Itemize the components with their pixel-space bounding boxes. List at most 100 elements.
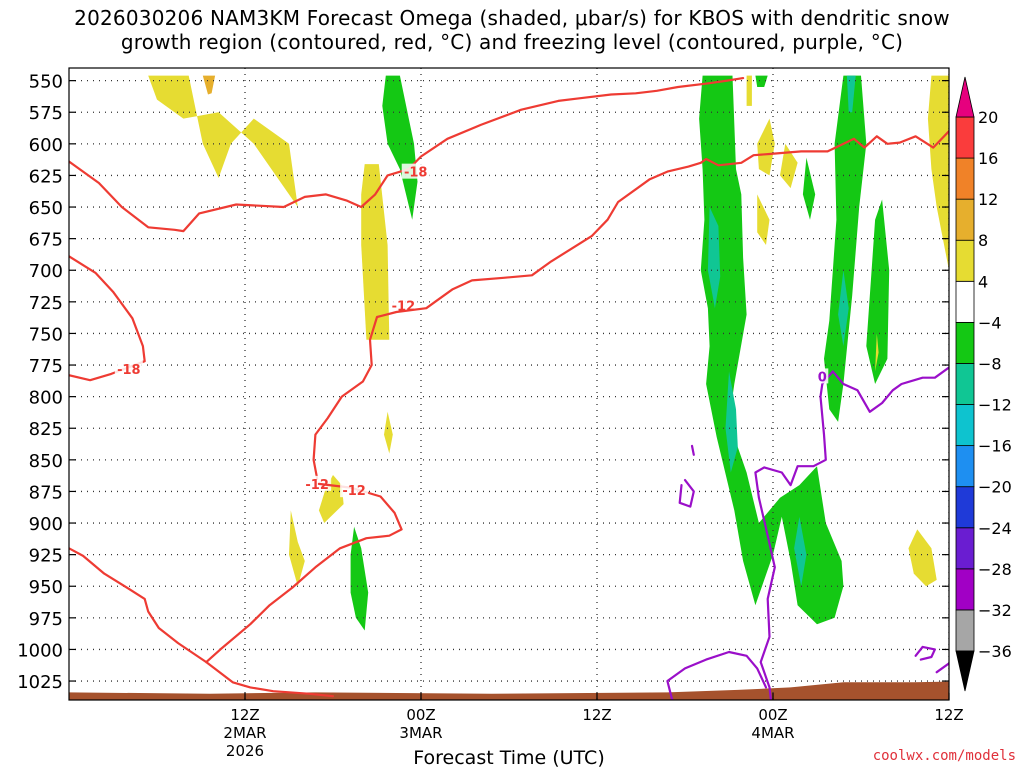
surface-ground bbox=[69, 681, 949, 700]
x-tick-label-6-0: 12Z bbox=[230, 706, 259, 724]
credit-text: coolwx.com/models bbox=[872, 748, 1016, 764]
omega-region-18 bbox=[757, 118, 775, 176]
y-tick-label-825: 825 bbox=[29, 419, 63, 440]
dgz-contour-label-bg-4 bbox=[340, 482, 369, 498]
colorbar-seg-4 bbox=[955, 445, 975, 488]
x-tick-label-6-2: 2026 bbox=[226, 742, 264, 760]
colorbar-seg-7 bbox=[955, 321, 975, 364]
colorbar-label-12: 12 bbox=[978, 190, 998, 209]
omega-region-23 bbox=[927, 75, 949, 271]
omega-region-11 bbox=[802, 157, 816, 220]
y-tick-label-550: 550 bbox=[29, 72, 63, 93]
omega-region-2 bbox=[361, 164, 390, 340]
omega-region-4 bbox=[289, 510, 305, 587]
omega-region-22 bbox=[875, 333, 879, 372]
colorbar-seg-5 bbox=[955, 404, 975, 447]
x-tick-label-36-1: 4MAR bbox=[751, 724, 794, 742]
y-tick-label-875: 875 bbox=[29, 482, 63, 503]
colorbar-label-20: 20 bbox=[978, 108, 998, 127]
y-tick-label-900: 900 bbox=[29, 514, 63, 535]
omega-region-3 bbox=[384, 411, 393, 454]
colorbar-seg-8 bbox=[955, 280, 975, 323]
colorbar-seg-1 bbox=[955, 568, 975, 611]
y-tick-label-650: 650 bbox=[29, 198, 63, 219]
omega-region-8 bbox=[699, 75, 844, 625]
dgz-contour-2 bbox=[69, 547, 335, 698]
dgz-contour-0 bbox=[69, 76, 745, 233]
surface-ground-layer bbox=[69, 681, 949, 700]
colorbar-seg-12 bbox=[955, 116, 975, 159]
y-tick-label-600: 600 bbox=[29, 135, 63, 156]
colorbar-bottom-triangle bbox=[955, 650, 975, 692]
y-tick-label-800: 800 bbox=[29, 388, 63, 409]
freezing-level-contour-layer: 0 bbox=[666, 366, 949, 700]
omega-region-13 bbox=[707, 207, 721, 309]
y-tick-label-1025: 1025 bbox=[17, 672, 63, 693]
y-tick-label-950: 950 bbox=[29, 577, 63, 598]
dgz-contour-label-4: -12 bbox=[342, 484, 366, 499]
x-tick-label-36-0: 00Z bbox=[758, 706, 787, 724]
colorbar-seg-0 bbox=[955, 609, 975, 652]
colorbar-label--8: −8 bbox=[978, 354, 1002, 373]
colorbar-label--20: −20 bbox=[978, 478, 1012, 497]
colorbar-label--16: −16 bbox=[978, 437, 1012, 456]
x-tick-label-6-1: 2MAR bbox=[223, 724, 266, 742]
omega-region-1 bbox=[202, 75, 216, 95]
dgz-contour-label-0: -18 bbox=[404, 166, 428, 181]
x-tick-label-46-0: 12Z bbox=[934, 706, 963, 724]
omega-region-21 bbox=[746, 75, 752, 106]
dgz-contour-label-bg-0 bbox=[401, 163, 430, 179]
omega-region-20 bbox=[780, 143, 798, 189]
colorbar-label-4: 4 bbox=[978, 272, 988, 291]
colorbar-seg-2 bbox=[955, 527, 975, 570]
y-tick-label-700: 700 bbox=[29, 261, 63, 282]
dgz-contour-label-bg-3 bbox=[303, 475, 332, 491]
plot-frame bbox=[68, 67, 950, 701]
x-tick-label-16-0: 00Z bbox=[406, 706, 435, 724]
omega-region-9 bbox=[755, 75, 768, 87]
omega-region-15 bbox=[794, 516, 807, 587]
colorbar-seg-11 bbox=[955, 157, 975, 200]
colorbar-label--28: −28 bbox=[978, 560, 1012, 579]
colorbar-label--36: −36 bbox=[978, 642, 1012, 661]
y-tick-label-925: 925 bbox=[29, 546, 63, 567]
freezing-level-contour-3 bbox=[690, 444, 695, 456]
y-axis: 550 575 600 625 650 675 700 725 750 775 800 825 850 8… bbox=[17, 72, 949, 693]
y-tick-label-725: 725 bbox=[29, 293, 63, 314]
dgz-contour-4 bbox=[205, 482, 403, 664]
freezing-level-contour-label-0: 0 bbox=[818, 370, 827, 385]
y-tick-label-625: 625 bbox=[29, 166, 63, 187]
colorbar-label--4: −4 bbox=[978, 313, 1002, 332]
omega-shading-layer bbox=[148, 75, 949, 631]
chart-title-line1: 2026030206 NAM3KM Forecast Omega (shaded… bbox=[74, 6, 950, 30]
colorbar-label--32: −32 bbox=[978, 601, 1012, 620]
omega-region-17 bbox=[846, 75, 856, 113]
y-tick-label-675: 675 bbox=[29, 230, 63, 251]
colorbar-seg-9 bbox=[955, 239, 975, 282]
dgz-contour-layer: -18-18-12-12 -12 bbox=[69, 76, 949, 698]
omega-region-0 bbox=[148, 75, 298, 207]
freezing-level-contour-1 bbox=[666, 650, 768, 700]
freezing-level-contour-label-bg-0 bbox=[816, 368, 829, 384]
dgz-contour-1 bbox=[69, 255, 146, 382]
colorbar-label-8: 8 bbox=[978, 231, 988, 250]
omega-region-19 bbox=[757, 194, 770, 245]
omega-colorbar: 20 16 12 8 4 −4 −8 −12 −16 −20 −24 −28 −32 −36 bbox=[955, 76, 1012, 692]
colorbar-seg-6 bbox=[955, 363, 975, 405]
colorbar-label--12: −12 bbox=[978, 396, 1012, 415]
colorbar-label--24: −24 bbox=[978, 519, 1012, 538]
x-tick-label-16-1: 3MAR bbox=[399, 724, 442, 742]
omega-region-6 bbox=[382, 75, 418, 220]
freezing-level-contour-0 bbox=[754, 366, 949, 700]
y-tick-label-575: 575 bbox=[29, 103, 63, 124]
freezing-level-contour-2 bbox=[678, 479, 695, 508]
omega-region-24 bbox=[908, 529, 937, 587]
omega-region-10 bbox=[824, 75, 867, 422]
dgz-contour-label-bg-1 bbox=[114, 360, 143, 376]
chart-title-line2: growth region (contoured, red, °C) and f… bbox=[120, 30, 904, 54]
x-tick-label-26-0: 12Z bbox=[582, 706, 611, 724]
colorbar-seg-3 bbox=[955, 486, 975, 529]
omega-region-12 bbox=[866, 199, 890, 384]
